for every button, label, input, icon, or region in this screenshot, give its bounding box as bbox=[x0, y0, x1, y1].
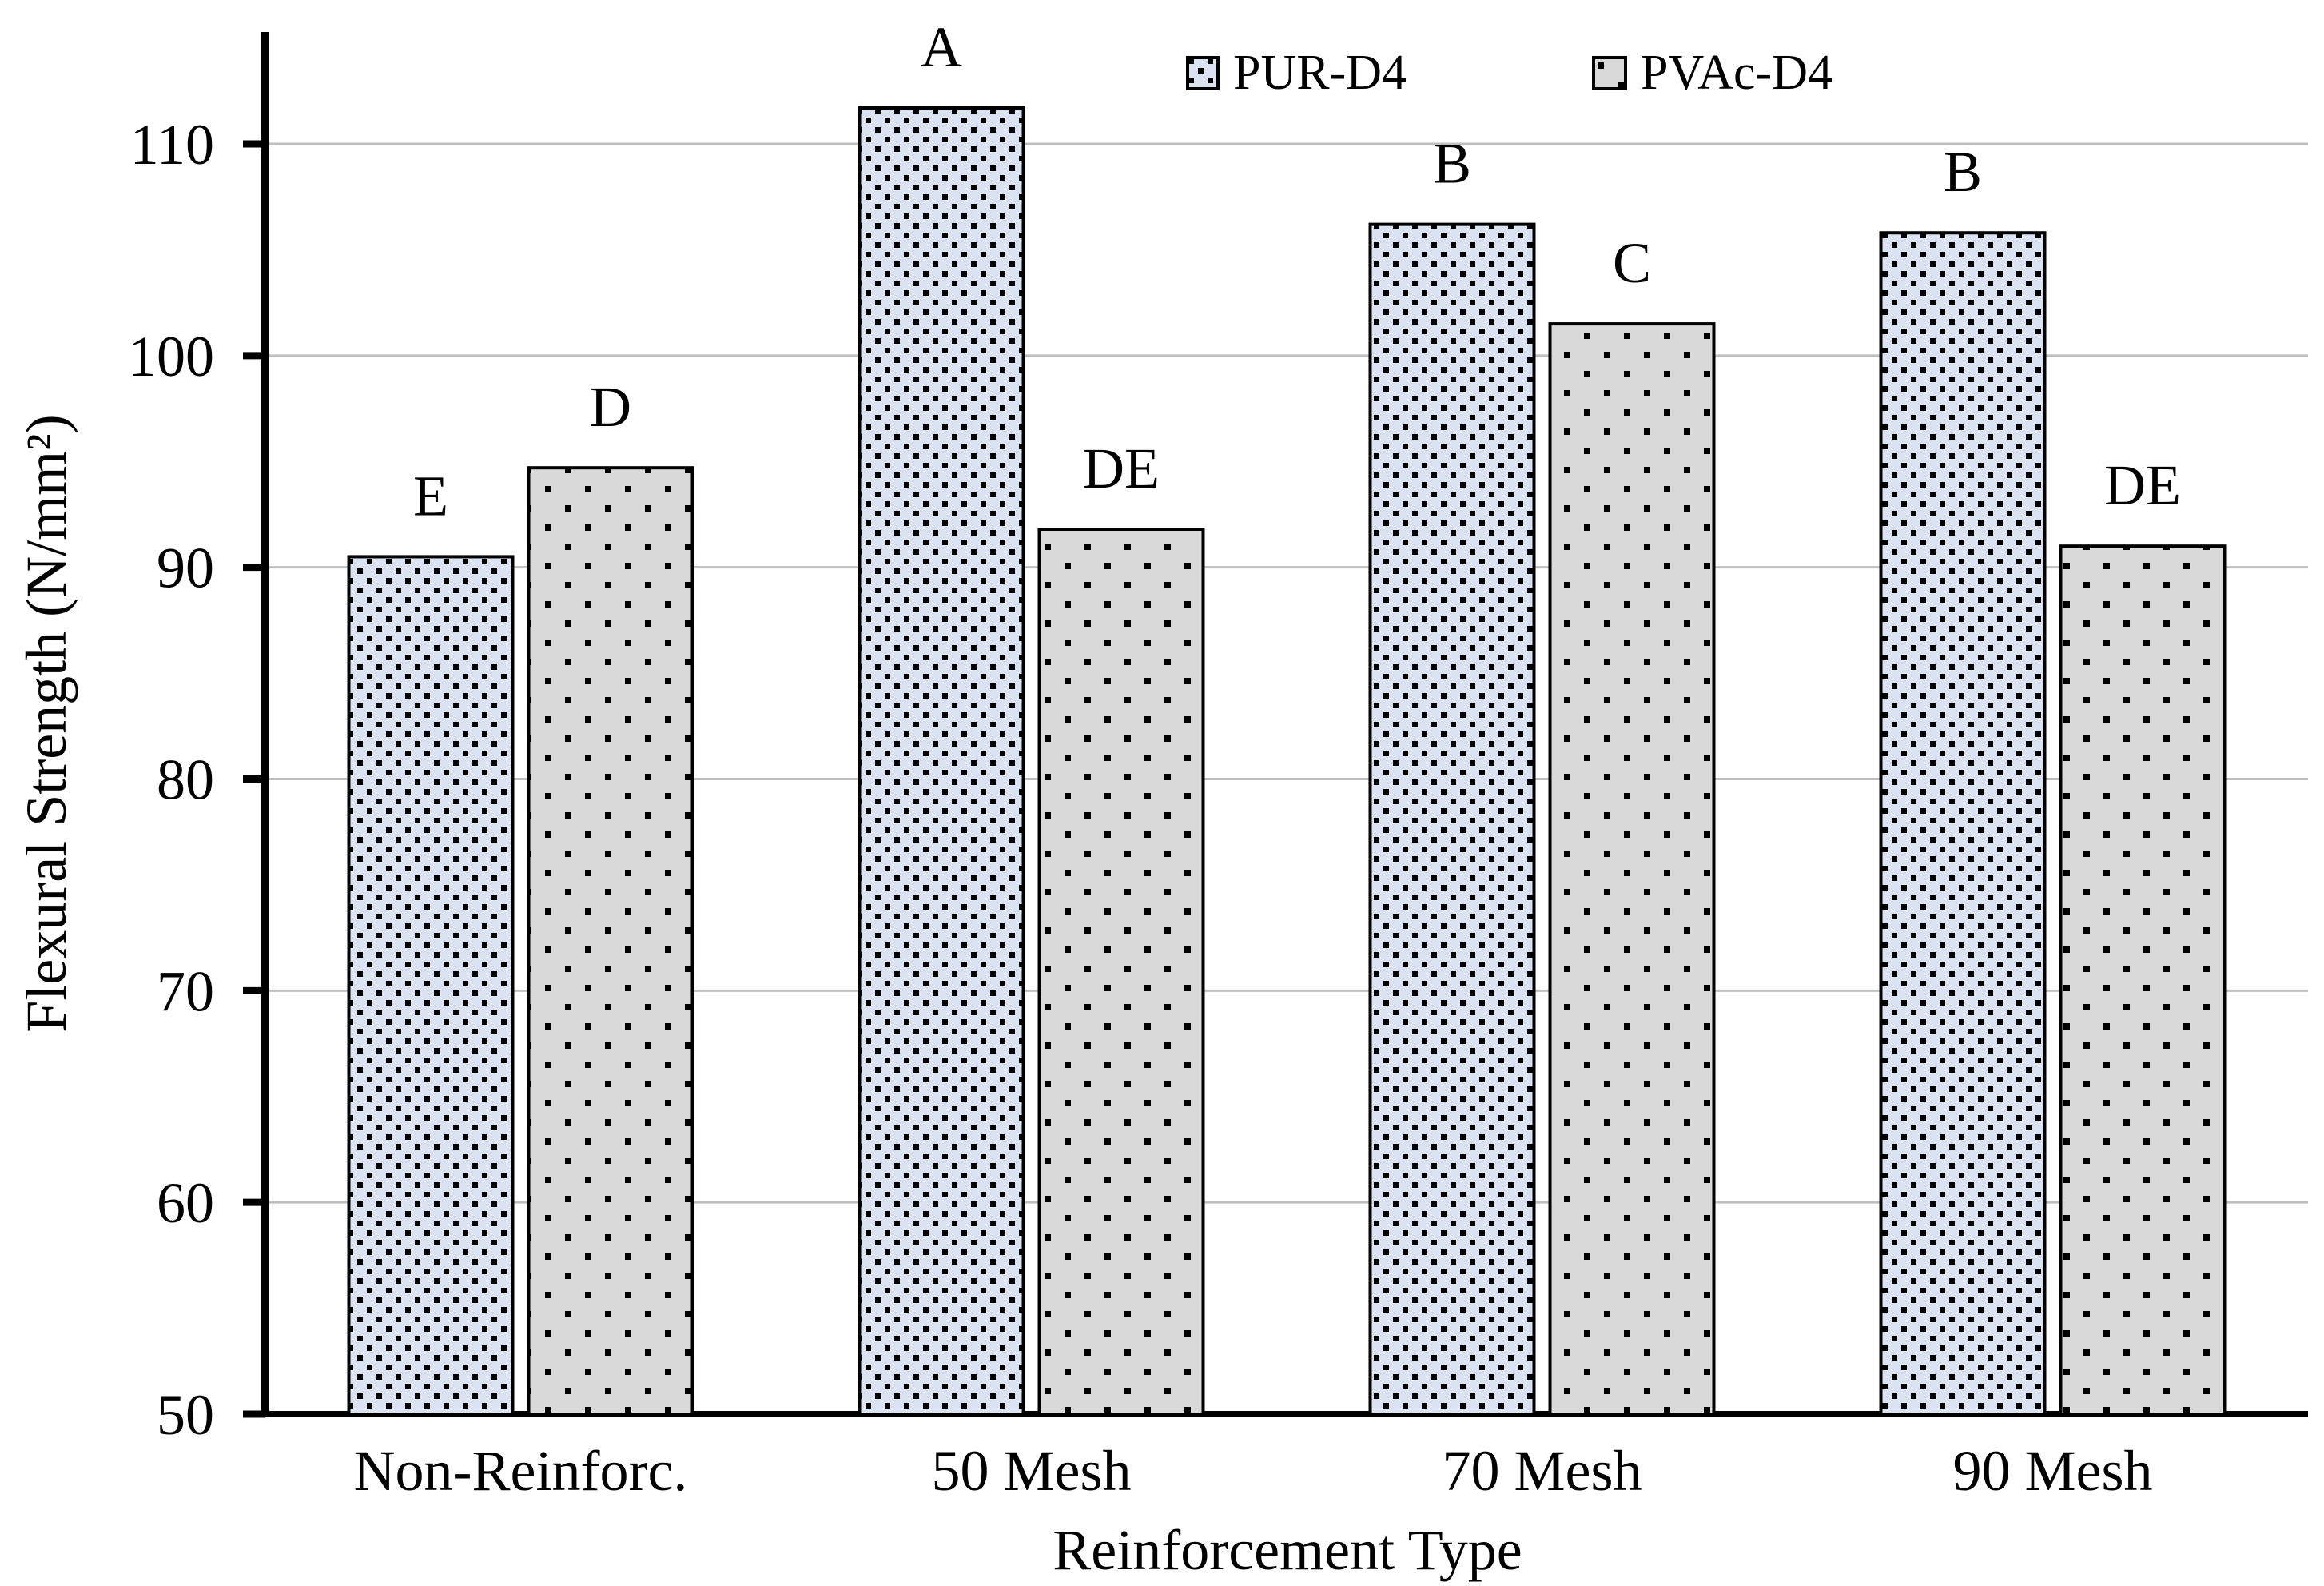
bar-pur-d4-70-mesh bbox=[1368, 222, 1536, 1416]
x-category-label-1: 50 Mesh bbox=[932, 1439, 1132, 1503]
y-tick-label-60: 60 bbox=[157, 1171, 214, 1235]
bar-pur-d4-non-reinforc- bbox=[347, 555, 515, 1416]
bar-letter-pvac-d4-70-mesh: C bbox=[1613, 231, 1651, 295]
bar-pvac-d4-50-mesh bbox=[1037, 527, 1205, 1416]
bar-letter-pur-d4-90-mesh: B bbox=[1944, 140, 1982, 204]
bar-letter-pvac-d4-50-mesh: DE bbox=[1083, 436, 1160, 500]
y-tick-label-100: 100 bbox=[128, 325, 214, 389]
bar-pvac-d4-70-mesh bbox=[1548, 322, 1716, 1417]
y-axis-title: Flexural Strength (N/mm²) bbox=[14, 414, 78, 1033]
legend-label-pvac-d4: PVAc-D4 bbox=[1641, 46, 1833, 100]
pur-d4-swatch-icon bbox=[1186, 55, 1220, 90]
legend-label-pur-d4: PUR-D4 bbox=[1233, 46, 1407, 100]
y-tick-label-70: 70 bbox=[157, 959, 214, 1023]
y-tick-label-90: 90 bbox=[157, 536, 214, 600]
y-tick-label-80: 80 bbox=[157, 748, 214, 812]
bar-pur-d4-90-mesh bbox=[1879, 231, 2047, 1417]
bar-pur-d4-50-mesh bbox=[858, 106, 1025, 1416]
x-axis-title: Reinforcement Type bbox=[1053, 1518, 1522, 1582]
y-tick-label-50: 50 bbox=[157, 1383, 214, 1447]
bar-letter-pur-d4-70-mesh: B bbox=[1433, 132, 1471, 196]
bar-letter-pur-d4-non-reinforc-: E bbox=[413, 464, 448, 528]
pvac-d4-swatch-icon bbox=[1592, 55, 1627, 90]
bar-letter-pvac-d4-90-mesh: DE bbox=[2104, 453, 2181, 517]
bar-pvac-d4-90-mesh bbox=[2059, 544, 2227, 1416]
x-category-label-2: 70 Mesh bbox=[1443, 1439, 1642, 1503]
x-category-label-3: 90 Mesh bbox=[1953, 1439, 2153, 1503]
bar-letter-pvac-d4-non-reinforc-: D bbox=[590, 375, 631, 439]
bar-letter-pur-d4-50-mesh: A bbox=[921, 15, 962, 79]
bar-pvac-d4-non-reinforc- bbox=[527, 466, 694, 1417]
legend-item-pvac-d4: PVAc-D4 bbox=[1592, 48, 1833, 98]
legend-item-pur-d4: PUR-D4 bbox=[1186, 48, 1407, 98]
y-tick-label-110: 110 bbox=[130, 113, 214, 177]
x-category-label-0: Non-Reinforc. bbox=[354, 1439, 688, 1503]
